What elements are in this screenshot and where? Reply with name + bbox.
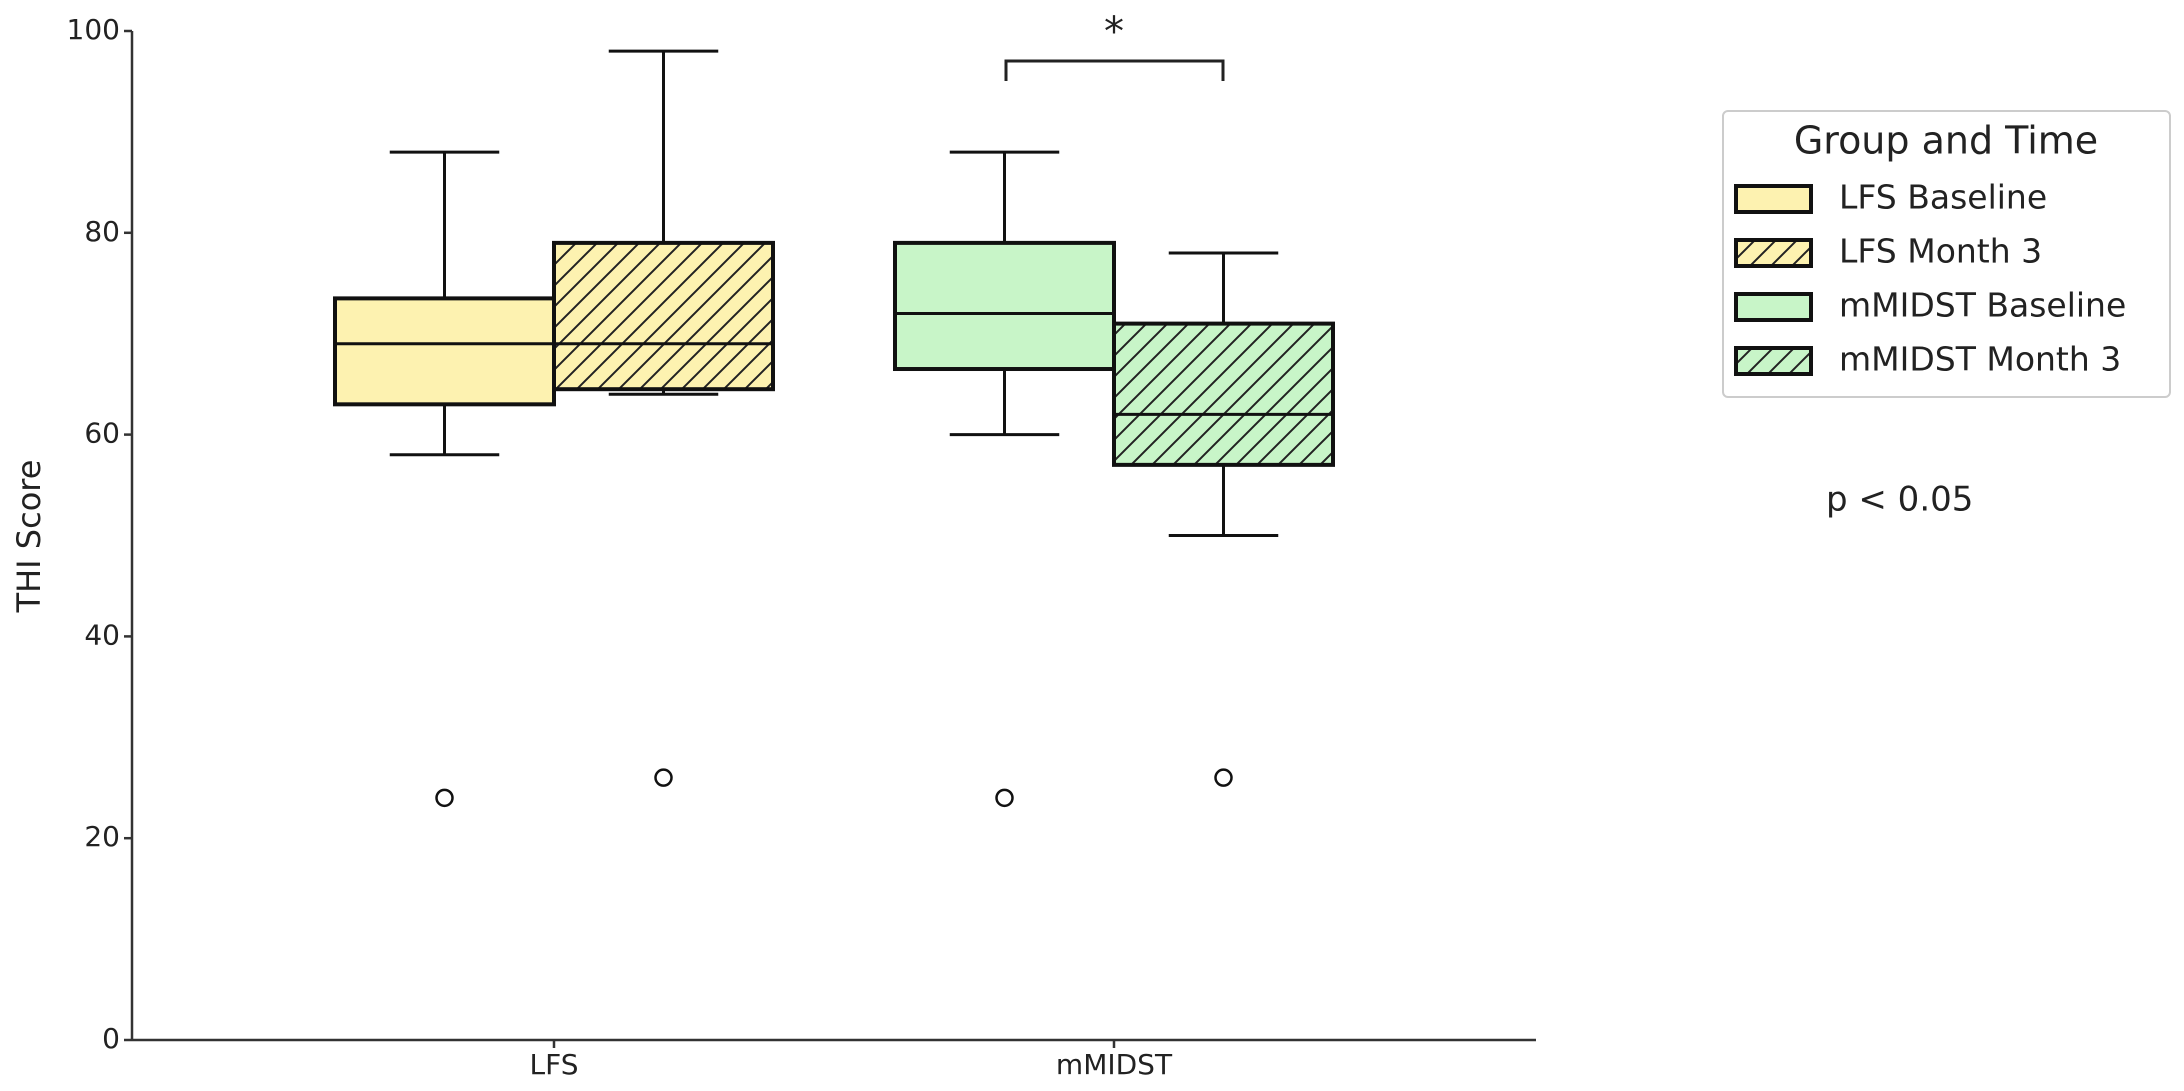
legend-label: LFS Baseline	[1839, 178, 2047, 217]
x-tick-label: LFS	[530, 1048, 579, 1081]
legend-label: mMIDST Month 3	[1839, 340, 2121, 379]
y-axis-label: THI Score	[10, 460, 48, 614]
legend-label: LFS Month 3	[1839, 232, 2042, 271]
annotation: p < 0.05	[1826, 480, 1973, 520]
legend-label: mMIDST Baseline	[1839, 286, 2126, 325]
significance-marker: *	[1104, 9, 1124, 55]
x-tick-label: mMIDST	[1056, 1048, 1173, 1081]
y-tick-label: 40	[84, 618, 120, 651]
y-tick-label: 20	[84, 820, 120, 853]
y-tick-label: 0	[102, 1022, 120, 1055]
legend-swatch	[1734, 292, 1813, 322]
y-tick-label: 100	[67, 13, 120, 46]
outlier	[995, 788, 1014, 808]
y-tick-label: 80	[84, 215, 120, 248]
box	[333, 296, 556, 407]
outlier	[435, 788, 454, 808]
legend-swatch	[1734, 238, 1813, 268]
outlier	[1214, 768, 1233, 787]
legend-swatch	[1734, 184, 1813, 214]
significance-bracket	[1004, 59, 1225, 81]
legend-title: Group and Time	[1794, 119, 2098, 163]
box	[893, 240, 1116, 372]
box	[552, 240, 775, 392]
legend-swatch	[1734, 346, 1813, 376]
y-tick-label: 60	[84, 417, 120, 450]
legend-box	[1722, 110, 2171, 398]
box	[1112, 321, 1335, 467]
outlier	[654, 768, 673, 787]
